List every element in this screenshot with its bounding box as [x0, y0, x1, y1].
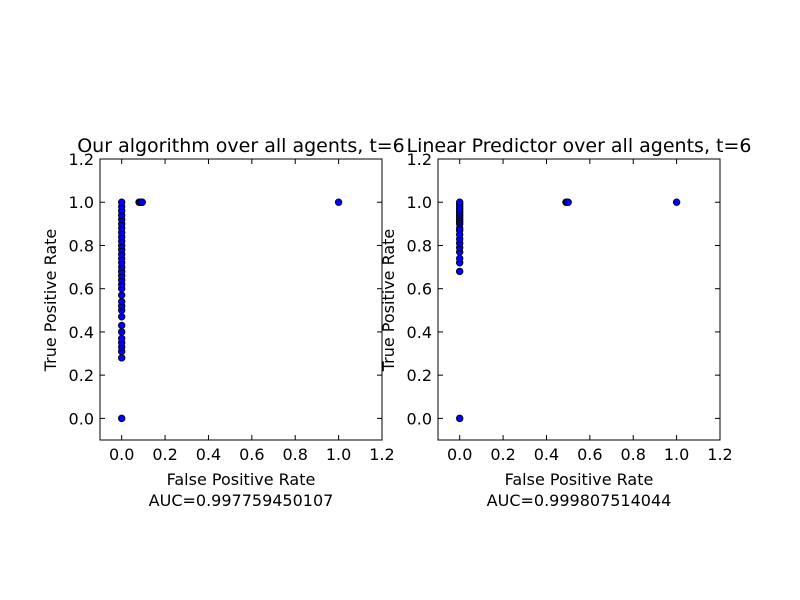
auc-label: AUC=0.999807514044 — [487, 491, 672, 510]
y-tick-label: 0.6 — [407, 280, 432, 299]
chart-title: Our algorithm over all agents, t=6 — [77, 135, 405, 157]
x-tick-label: 0.0 — [447, 445, 472, 464]
x-tick-label: 1.2 — [369, 445, 394, 464]
scatter-point — [455, 414, 464, 423]
y-tick-label: 1.0 — [69, 193, 94, 212]
x-tick-label: 0.6 — [239, 445, 264, 464]
y-tick-label: 1.2 — [69, 150, 94, 169]
scatter-point — [117, 414, 126, 423]
y-tick-label: 0.4 — [69, 323, 94, 342]
y-tick-label: 1.2 — [407, 150, 432, 169]
x-tick-label: 0.4 — [534, 445, 559, 464]
y-tick-label: 0.4 — [407, 323, 432, 342]
scatter-point — [117, 198, 126, 206]
x-tick-label: 0.8 — [621, 445, 646, 464]
chart-title: Linear Predictor over all agents, t=6 — [407, 135, 752, 157]
axis-ticks: 0.0 0.2 0.4 0.6 0.8 1.0 1.2 0.0 0.2 0.4 0.6 0.8 1.0 1… — [69, 150, 395, 464]
y-tick-label: 0.0 — [69, 409, 94, 428]
x-tick-label: 0.8 — [283, 445, 308, 464]
y-axis-label: True Positive Rate — [41, 229, 60, 373]
scatter-point — [334, 198, 343, 206]
y-tick-label: 0.2 — [407, 366, 432, 385]
x-tick-label: 0.4 — [196, 445, 221, 464]
scatter-point — [117, 297, 126, 306]
x-axis-label: False Positive Rate — [505, 470, 654, 489]
scatter-point — [117, 328, 126, 336]
y-axis-label: True Positive Rate — [379, 229, 398, 373]
auc-label: AUC=0.997759450107 — [149, 491, 334, 510]
scatter-point — [117, 321, 126, 330]
y-tick-label: 0.0 — [407, 409, 432, 428]
scatter-point — [117, 334, 126, 343]
x-tick-label: 1.0 — [326, 445, 351, 464]
x-axis-label: False Positive Rate — [167, 470, 316, 489]
x-tick-label: 0.0 — [109, 445, 134, 464]
scatter-point — [672, 198, 681, 206]
scatter-point — [564, 198, 572, 206]
y-tick-label: 0.8 — [69, 236, 94, 255]
y-tick-label: 0.6 — [69, 280, 94, 299]
y-tick-label: 1.0 — [407, 193, 432, 212]
plot-frame — [437, 158, 721, 441]
subplot-right: Linear Predictor over all agents, t=6 0.… — [379, 135, 751, 510]
y-tick-label: 0.2 — [69, 366, 94, 385]
x-tick-label: 0.2 — [152, 445, 177, 464]
scatter-point — [117, 313, 126, 321]
scatter-points — [455, 198, 681, 423]
y-tick-label: 0.8 — [407, 236, 432, 255]
scatter-point — [117, 354, 126, 362]
subplot-left: Our algorithm over all agents, t=6 0.0 0.… — [41, 135, 405, 510]
x-tick-label: 0.2 — [490, 445, 515, 464]
scatter-point — [455, 254, 464, 263]
scatter-point — [138, 198, 146, 206]
plot-frame — [99, 158, 383, 441]
x-tick-label: 1.0 — [664, 445, 689, 464]
axis-ticks: 0.0 0.2 0.4 0.6 0.8 1.0 1.2 0.0 0.2 0.4 0.6 0.8 1.0 1… — [407, 150, 733, 464]
scatter-point — [455, 198, 464, 206]
x-tick-label: 0.6 — [577, 445, 602, 464]
scatter-point — [117, 291, 126, 299]
x-tick-label: 1.2 — [707, 445, 732, 464]
scatter-points — [117, 198, 343, 423]
scatter-point — [455, 267, 464, 276]
